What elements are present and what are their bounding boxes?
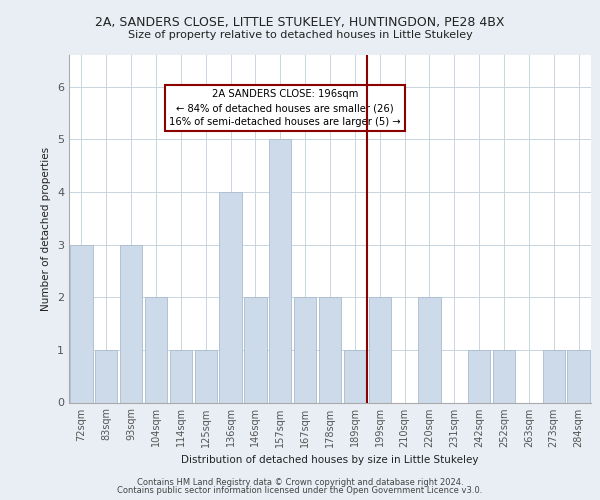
Text: 2A SANDERS CLOSE: 196sqm
← 84% of detached houses are smaller (26)
16% of semi-d: 2A SANDERS CLOSE: 196sqm ← 84% of detach…: [169, 89, 401, 127]
Bar: [368, 297, 391, 403]
Bar: [542, 350, 565, 403]
Bar: [418, 297, 440, 403]
Bar: [468, 350, 490, 403]
Bar: [145, 297, 167, 403]
X-axis label: Distribution of detached houses by size in Little Stukeley: Distribution of detached houses by size …: [181, 455, 479, 465]
Bar: [194, 350, 217, 403]
Bar: [170, 350, 192, 403]
Y-axis label: Number of detached properties: Number of detached properties: [41, 146, 52, 311]
Text: Contains HM Land Registry data © Crown copyright and database right 2024.: Contains HM Land Registry data © Crown c…: [137, 478, 463, 487]
Bar: [294, 297, 316, 403]
Bar: [95, 350, 118, 403]
Bar: [568, 350, 590, 403]
Bar: [120, 244, 142, 402]
Bar: [344, 350, 366, 403]
Text: 2A, SANDERS CLOSE, LITTLE STUKELEY, HUNTINGDON, PE28 4BX: 2A, SANDERS CLOSE, LITTLE STUKELEY, HUNT…: [95, 16, 505, 29]
Bar: [70, 244, 92, 402]
Bar: [269, 139, 292, 402]
Text: Contains public sector information licensed under the Open Government Licence v3: Contains public sector information licen…: [118, 486, 482, 495]
Text: Size of property relative to detached houses in Little Stukeley: Size of property relative to detached ho…: [128, 30, 472, 40]
Bar: [220, 192, 242, 402]
Bar: [493, 350, 515, 403]
Bar: [244, 297, 266, 403]
Bar: [319, 297, 341, 403]
